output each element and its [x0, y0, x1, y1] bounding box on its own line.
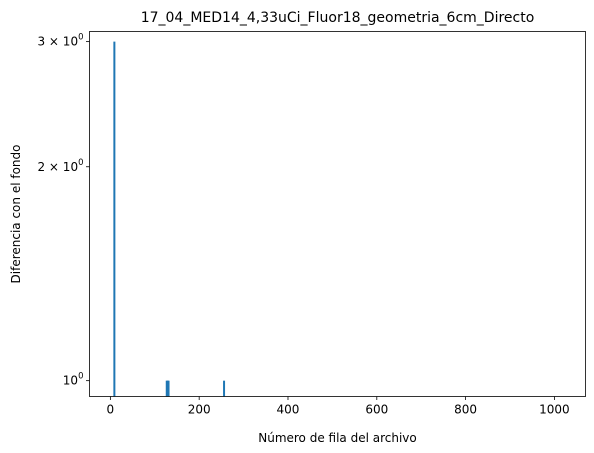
chart-title: 17_04_MED14_4,33uCi_Fluor18_geometria_6c…: [141, 10, 535, 26]
x-tick-label: 400: [277, 403, 300, 417]
x-tick-label: 600: [365, 403, 388, 417]
x-tick-label: 1000: [539, 403, 570, 417]
bar-0-0: [113, 41, 116, 397]
x-ticks-group: 0 200 400 600 800 1000: [107, 396, 570, 417]
bar-0-3: [167, 380, 170, 397]
y-axis-label: Diferencia con el fondo: [9, 145, 23, 284]
x-tick-label: 200: [188, 403, 211, 417]
y-tick-label: 100: [63, 372, 84, 388]
plot-background: [89, 31, 586, 397]
x-tick-label: 800: [454, 403, 477, 417]
x-axis-label: Número de fila del archivo: [258, 431, 417, 445]
y-ticks-group: 100 2 × 100 3 × 100: [37, 33, 90, 388]
y-tick-label: 3 × 100: [37, 33, 83, 49]
bars-group: [113, 41, 226, 397]
bar-0-4: [223, 380, 226, 397]
y-tick-label: 2 × 100: [37, 158, 83, 174]
plot-frame: [89, 31, 586, 397]
x-tick-label: 0: [107, 403, 115, 417]
